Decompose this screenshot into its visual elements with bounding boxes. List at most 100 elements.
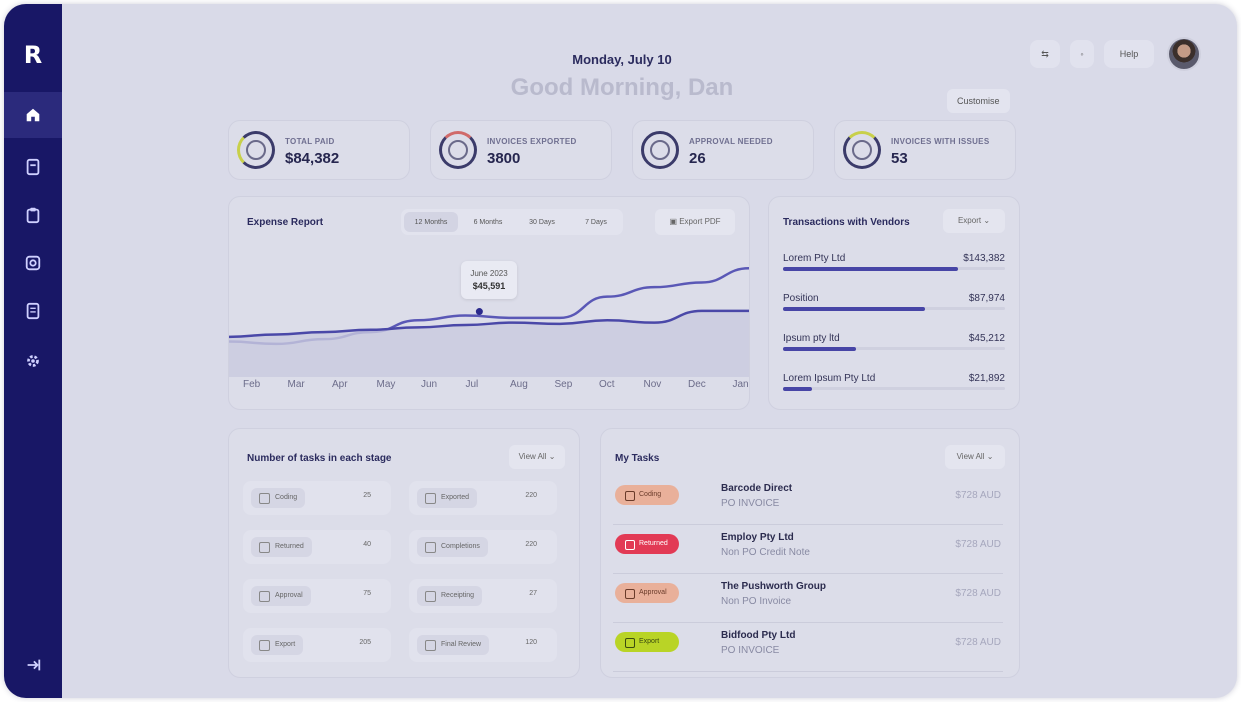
x-tick-label: Dec (688, 379, 706, 390)
x-tick-label: Aug (510, 379, 528, 390)
task-type: Non PO Credit Note (721, 547, 810, 558)
stage-count: 220 (525, 541, 537, 548)
stat-card-invoices-exported: INVOICES EXPORTED 3800 (430, 120, 612, 180)
tasks-view-all-button[interactable]: View All ⌄ (945, 445, 1005, 469)
stage-label: Returned (251, 537, 312, 557)
clipboard-icon (26, 207, 40, 224)
range-12-months[interactable]: 12 Months (404, 212, 458, 232)
stage-item[interactable]: Completions 220 (409, 530, 557, 564)
tooltip-label: June 2023 (470, 269, 508, 278)
notifications-button[interactable]: ◦ (1070, 40, 1094, 68)
greeting-heading: Good Morning, Dan (510, 74, 734, 101)
task-amount: $728 AUD (955, 637, 1001, 648)
range-6-months[interactable]: 6 Months (473, 218, 503, 226)
stage-item[interactable]: Approval 75 (243, 579, 391, 613)
stage-label: Final Review (417, 635, 490, 655)
export-pdf-label: Export PDF (679, 217, 721, 226)
task-status-badge: Returned (615, 534, 679, 554)
range-30-days[interactable]: 30 Days (529, 218, 555, 226)
stat-value: 53 (891, 150, 908, 167)
expense-report-card: Expense Report 12 Months 6 Months 30 Day… (228, 196, 750, 410)
stage-count: 75 (363, 590, 371, 597)
export-pdf-button[interactable]: ▣ Export PDF (655, 209, 735, 235)
stage-item[interactable]: Final Review 120 (409, 628, 557, 662)
export-icon (439, 131, 477, 169)
task-amount: $728 AUD (955, 539, 1001, 550)
stages-view-all-label: View All (518, 452, 547, 461)
range-7-days[interactable]: 7 Days (585, 218, 607, 226)
stage-item[interactable]: Returned 40 (243, 530, 391, 564)
x-tick-label: Jun (421, 379, 438, 390)
sidebar-item-home[interactable] (4, 92, 62, 138)
tasks-view-all-label: View All (956, 452, 985, 461)
stage-item[interactable]: Exported 220 (409, 481, 557, 515)
help-label: Help (1119, 49, 1139, 59)
stage-item[interactable]: Export 205 (243, 628, 391, 662)
brand-logo[interactable]: R (23, 41, 43, 69)
task-status-badge: Export (615, 632, 679, 652)
x-tick-label: Feb (243, 379, 261, 390)
stage-item[interactable]: Coding 25 (243, 481, 391, 515)
x-tick-label: Oct (599, 379, 615, 390)
stage-item[interactable]: Receipting 27 (409, 579, 557, 613)
main-content: Monday, July 10 Good Morning, Dan ⇆ ◦ He… (62, 4, 1237, 698)
vendor-amount: $143,382 (963, 253, 1005, 264)
stat-label: INVOICES EXPORTED (487, 137, 577, 146)
document-icon (26, 158, 40, 176)
sidebar-item-clipboard[interactable] (4, 192, 62, 238)
vendors-title: Transactions with Vendors (783, 217, 910, 228)
chevron-down-icon: ⌄ (548, 452, 556, 461)
task-type: PO INVOICE (721, 645, 780, 656)
task-row[interactable]: Coding Barcode Direct PO INVOICE $728 AUD (613, 477, 1003, 525)
task-type: Non PO Invoice (721, 596, 792, 607)
vendors-export-dropdown[interactable]: Export ⌄ (943, 209, 1005, 233)
vendors-card: Transactions with Vendors Export ⌄ Lorem… (768, 196, 1020, 410)
task-row[interactable]: Export Bidfood Pty Ltd PO INVOICE $728 AUD (613, 624, 1003, 672)
logout-button[interactable] (4, 642, 62, 688)
chart-tooltip: June 2023 $45,591 (461, 261, 517, 299)
stage-count: 205 (359, 639, 371, 646)
highlight-point[interactable] (475, 308, 483, 316)
avatar[interactable] (1167, 37, 1201, 71)
stat-value: 3800 (487, 150, 521, 167)
my-tasks-card: My Tasks View All ⌄ Coding Barcode Direct… (600, 428, 1020, 678)
stage-label: Export (251, 635, 304, 655)
stat-label: TOTAL PAID (285, 137, 335, 146)
vendor-name: Ipsum pty ltd (783, 333, 840, 344)
vendor-bar-fill (783, 387, 812, 391)
task-name: The Pushworth Group (721, 581, 826, 592)
stages-view-all-button[interactable]: View All ⌄ (509, 445, 565, 469)
stages-card: Number of tasks in each stage View All ⌄… (228, 428, 580, 678)
task-row[interactable]: Returned Employ Pty Ltd Non PO Credit Note… (613, 526, 1003, 574)
vendor-amount: $87,974 (968, 293, 1005, 304)
sidebar-item-reports[interactable] (4, 288, 62, 334)
vendor-amount: $45,212 (968, 333, 1005, 344)
expense-line-chart (229, 267, 750, 377)
my-tasks-title: My Tasks (615, 453, 660, 464)
x-tick-label: Mar (287, 379, 305, 390)
help-button[interactable]: Help (1104, 40, 1154, 68)
task-name: Employ Pty Ltd (721, 532, 794, 543)
x-tick-label: Apr (332, 379, 348, 390)
vendor-bar-fill (783, 347, 857, 351)
series-line-2 (229, 309, 749, 339)
stage-label: Exported (417, 488, 478, 508)
expense-report-title: Expense Report (247, 217, 324, 228)
task-row[interactable]: Approval The Pushworth Group Non PO Invoic… (613, 575, 1003, 623)
sidebar-item-settings[interactable] (4, 338, 62, 384)
pdf-icon: ▣ (669, 217, 680, 226)
logout-icon (27, 659, 41, 671)
share-button[interactable]: ⇆ (1030, 40, 1060, 68)
sidebar-item-documents[interactable] (4, 144, 62, 190)
gear-icon (27, 355, 39, 367)
task-amount: $728 AUD (955, 588, 1001, 599)
task-amount: $728 AUD (955, 490, 1001, 501)
stat-card-approval-needed: APPROVAL NEEDED 26 (632, 120, 814, 180)
sidebar: R (4, 4, 62, 698)
sidebar-item-images[interactable] (4, 240, 62, 286)
task-status-badge: Coding (615, 485, 679, 505)
customise-button[interactable]: Customise (947, 89, 1010, 113)
vendor-name: Lorem Ipsum Pty Ltd (783, 373, 876, 384)
stage-count: 220 (525, 492, 537, 499)
x-tick-label: Sep (554, 379, 573, 390)
